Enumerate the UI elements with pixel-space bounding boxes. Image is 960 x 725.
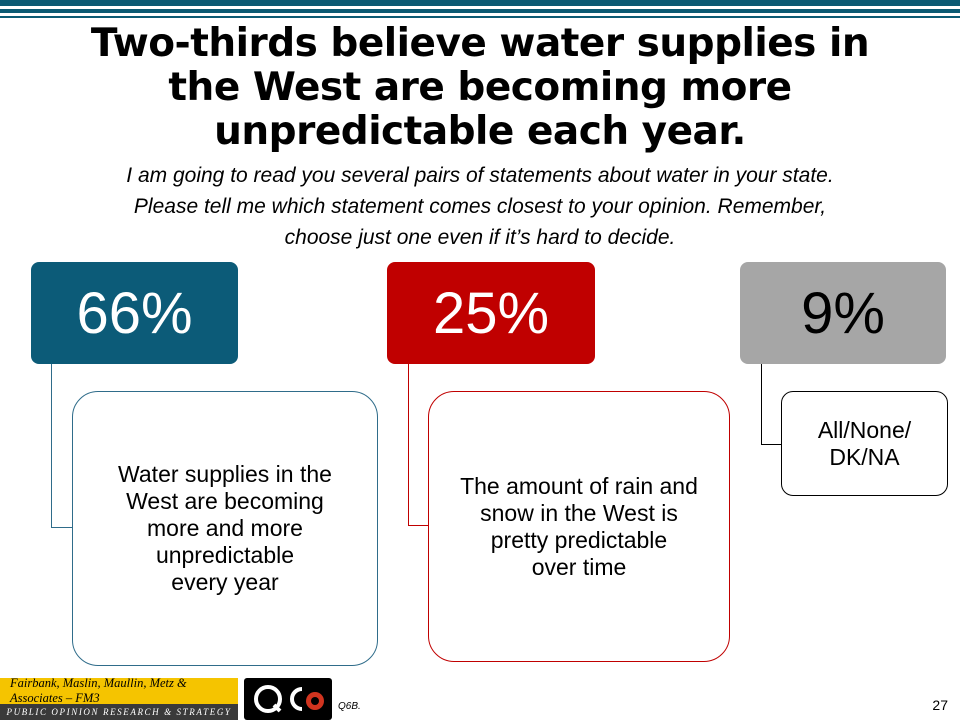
statement-text-other: All/None/ DK/NA [817, 416, 912, 470]
question-code: Q6B. [338, 701, 361, 712]
result-percent-predictable: 25% [387, 262, 595, 364]
result-percent-unpredictable: 66% [31, 262, 238, 364]
connector-line-other [761, 364, 782, 445]
qca-logo [244, 678, 332, 720]
slide-title: Two-thirds believe water supplies in the… [90, 21, 870, 154]
statement-text-unpredictable: Water supplies in the West are becoming … [118, 461, 332, 595]
statement-box-unpredictable: Water supplies in the West are becoming … [72, 391, 378, 666]
connector-line-predictable [408, 364, 429, 526]
fm3-logo: Fairbank, Maslin, Maullin, Metz & Associ… [0, 676, 238, 720]
header-rule-middle [0, 9, 960, 13]
qca-logo-mark [254, 685, 324, 713]
result-percent-other: 9% [740, 262, 946, 364]
fm3-logo-name: Fairbank, Maslin, Maullin, Metz & Associ… [0, 676, 238, 705]
statement-box-predictable: The amount of rain and snow in the West … [428, 391, 730, 662]
statement-box-other: All/None/ DK/NA [781, 391, 948, 496]
question-text: I am going to read you several pairs of … [126, 164, 834, 249]
statement-text-predictable: The amount of rain and snow in the West … [460, 472, 698, 580]
header-rule-thick [0, 0, 960, 6]
fm3-logo-tagline: PUBLIC OPINION RESEARCH & STRATEGY [0, 704, 238, 720]
connector-line-unpredictable [51, 364, 73, 528]
header-rule-thin [0, 16, 960, 18]
page-number: 27 [932, 697, 948, 713]
